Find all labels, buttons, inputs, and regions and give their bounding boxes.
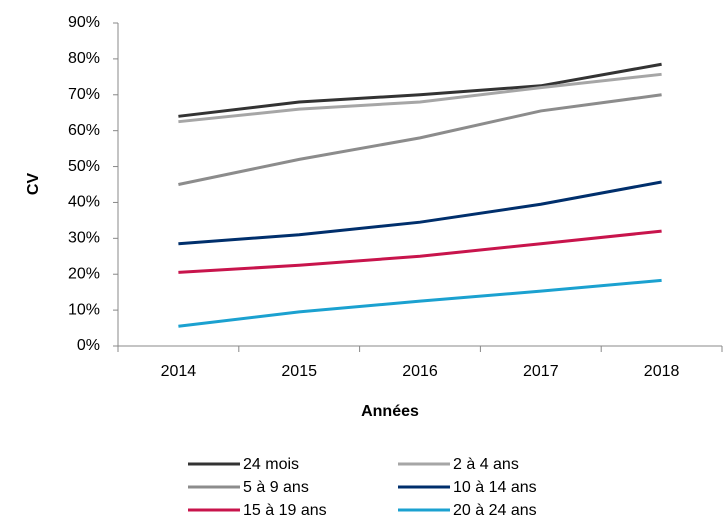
y-tick-label: 20% xyxy=(68,265,100,282)
x-tick-label: 2016 xyxy=(402,363,438,380)
legend-label: 10 à 14 ans xyxy=(453,479,537,496)
line-series xyxy=(178,180,662,246)
y-tick-label: 60% xyxy=(68,122,100,139)
legend-label: 24 mois xyxy=(243,456,299,473)
y-tick-label: 30% xyxy=(68,230,100,247)
y-tick-label: 50% xyxy=(68,158,100,175)
line-series xyxy=(178,62,662,118)
x-tick-label: 2015 xyxy=(281,363,317,380)
line-series xyxy=(178,278,662,328)
legend-label: 15 à 19 ans xyxy=(243,502,327,519)
line-series xyxy=(178,229,662,274)
legend-label: 2 à 4 ans xyxy=(453,456,519,473)
y-tick-label: 80% xyxy=(68,50,100,67)
y-tick-label: 70% xyxy=(68,86,100,103)
legend-label: 5 à 9 ans xyxy=(243,479,309,496)
x-axis-label: Années xyxy=(361,403,419,420)
line-series xyxy=(178,72,662,124)
x-tick-label: 2017 xyxy=(523,363,559,380)
x-tick-label: 2014 xyxy=(161,363,197,380)
x-tick-label: 2018 xyxy=(644,363,680,380)
legend-label: 20 à 24 ans xyxy=(453,502,537,519)
line-series xyxy=(178,93,662,186)
y-tick-label: 90% xyxy=(68,14,100,31)
y-tick-label: 40% xyxy=(68,194,100,211)
y-axis-label: CV xyxy=(25,173,42,196)
y-tick-label: 0% xyxy=(77,337,100,354)
y-tick-label: 10% xyxy=(68,301,100,318)
